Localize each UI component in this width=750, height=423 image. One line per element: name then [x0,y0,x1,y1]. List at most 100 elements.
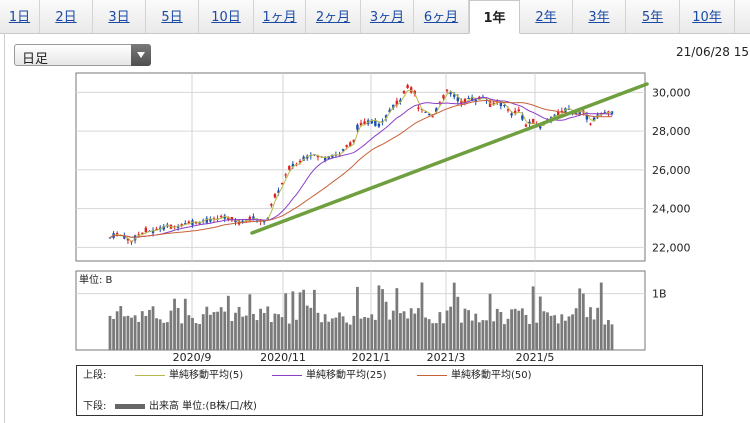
x-tick-label: 2021/5 [516,351,555,364]
candle-body [212,218,216,220]
candle-body [596,114,599,116]
volume-bar [158,319,162,350]
tab-8[interactable]: 6ヶ月 [414,0,469,33]
volume-bar [226,295,230,350]
candle-body [191,220,194,226]
candle-body [123,235,126,239]
candle-body [184,223,187,225]
candle-body [108,237,112,239]
tab-11[interactable]: 3年 [573,0,626,33]
tab-13[interactable]: 10年 [680,0,735,33]
tab-7[interactable]: 3ヶ月 [361,0,414,33]
volume-bar [535,322,539,350]
volume-bar [298,292,302,350]
volume-bar [137,321,141,350]
volume-bar [173,298,176,350]
volume-bar [151,306,155,350]
trend-line [250,82,649,235]
tab-10[interactable]: 2年 [520,0,573,33]
volume-bar [244,315,248,350]
candle-body [316,155,320,158]
candle-body [349,142,352,147]
volume-bar [119,306,123,350]
volume-bar [309,307,313,350]
volume-bar [474,313,478,350]
price-tick-label: 30,000 [652,86,691,99]
tab-5[interactable]: 1ヶ月 [254,0,306,33]
candle-body [442,95,445,99]
volume-bar [391,310,395,350]
volume-bar [427,319,431,350]
tab-6[interactable]: 2ヶ月 [306,0,361,33]
tab-3[interactable]: 5日 [146,0,199,33]
candle-body [488,101,492,107]
candle-body [388,109,391,113]
volume-bar [341,316,345,350]
quote-datetime: 21/06/28 15: [676,45,750,59]
tab-9[interactable]: 1年 [469,0,520,34]
tab-2[interactable]: 3日 [93,0,146,33]
candle-body [431,116,434,118]
volume-bar [377,285,381,350]
volume-bar [603,324,607,350]
volume-bar [112,318,115,350]
tab-0[interactable]: 1日 [0,0,40,33]
volume-bar [327,321,331,350]
ma-line-2 [109,99,613,238]
legend-ma25: 単純移動平均(25) [272,368,387,384]
volume-bar [277,314,280,350]
volume-bar [219,307,223,350]
candle-body [574,112,578,114]
volume-bar [542,311,546,350]
volume-tick-label: 1B [652,288,667,301]
candle-body [438,102,442,104]
candle-body [302,156,305,161]
candle-body [230,217,234,221]
volume-bar [399,313,402,350]
candle-body [528,121,531,124]
volume-bar [356,286,359,350]
volume-bar [266,306,270,350]
volume-bar [388,319,392,350]
volume-bar [442,323,445,350]
volume-bar [316,312,320,350]
candle-body [180,224,183,226]
volume-bar [510,309,513,350]
legend-volume: 出来高 単位:(B株/口/枚) [115,399,257,415]
ma-line-0 [109,89,613,243]
volume-bar [549,315,553,350]
dropdown-arrow-icon[interactable] [131,44,151,66]
volume-bar [198,324,202,350]
candle-body [241,220,244,223]
volume-bar [488,293,492,350]
candle-body [553,114,556,116]
volume-bar [312,289,316,350]
candle-body [126,238,130,241]
volume-bar [205,306,209,350]
candle-body [524,124,528,127]
candle-body [284,174,287,176]
volume-bar [477,322,481,350]
candle-body [323,157,327,161]
volume-bar [162,322,166,350]
volume-bar [273,313,277,350]
candle-body [331,154,334,158]
volume-bar [571,314,574,350]
volume-bar [108,315,112,350]
tab-12[interactable]: 5年 [626,0,680,33]
volume-bar [133,315,137,350]
tab-1[interactable]: 2日 [40,0,93,33]
price-tick-label: 22,000 [652,241,691,254]
legend-lower-label: 下段: [83,401,107,412]
tab-4[interactable]: 10日 [199,0,254,33]
candle-body [234,219,237,223]
volume-bar [452,282,456,350]
candle-body [194,222,198,224]
volume-bar [302,289,306,350]
period-select[interactable]: 日足 [14,44,151,67]
volume-bar [212,312,216,350]
candle-body [359,122,363,126]
candle-body [248,216,252,222]
volume-bar [581,293,585,350]
candle-body [499,101,503,107]
